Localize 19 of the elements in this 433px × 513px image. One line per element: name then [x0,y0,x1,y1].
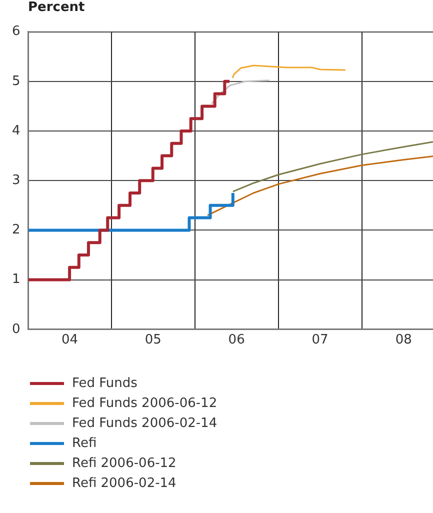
y-tick-label: 1 [12,272,20,288]
x-tick-label: 06 [228,332,245,348]
y-tick-label: 5 [12,74,20,89]
legend-label: Refi 2006-02-14 [72,476,176,490]
legend-label: Refi 2006-06-12 [72,456,176,470]
y-tick-label: 4 [12,123,20,138]
y-tick-label: 3 [12,172,20,188]
x-tick-label: 05 [144,332,162,348]
y-tick-label: 6 [12,24,20,40]
legend-label: Refi [72,436,97,450]
legend-label: Fed Funds [72,376,138,390]
x-tick-label: 07 [312,332,328,348]
legend-label: Fed Funds 2006-06-12 [72,396,218,410]
x-tick-label: 04 [61,332,78,348]
y-axis-title: Percent [27,0,86,16]
y-tick-label: 2 [12,222,20,238]
x-tick-label: 08 [395,332,412,348]
legend-label: Fed Funds 2006-02-14 [72,416,218,430]
y-tick-label: 0 [12,322,20,337]
